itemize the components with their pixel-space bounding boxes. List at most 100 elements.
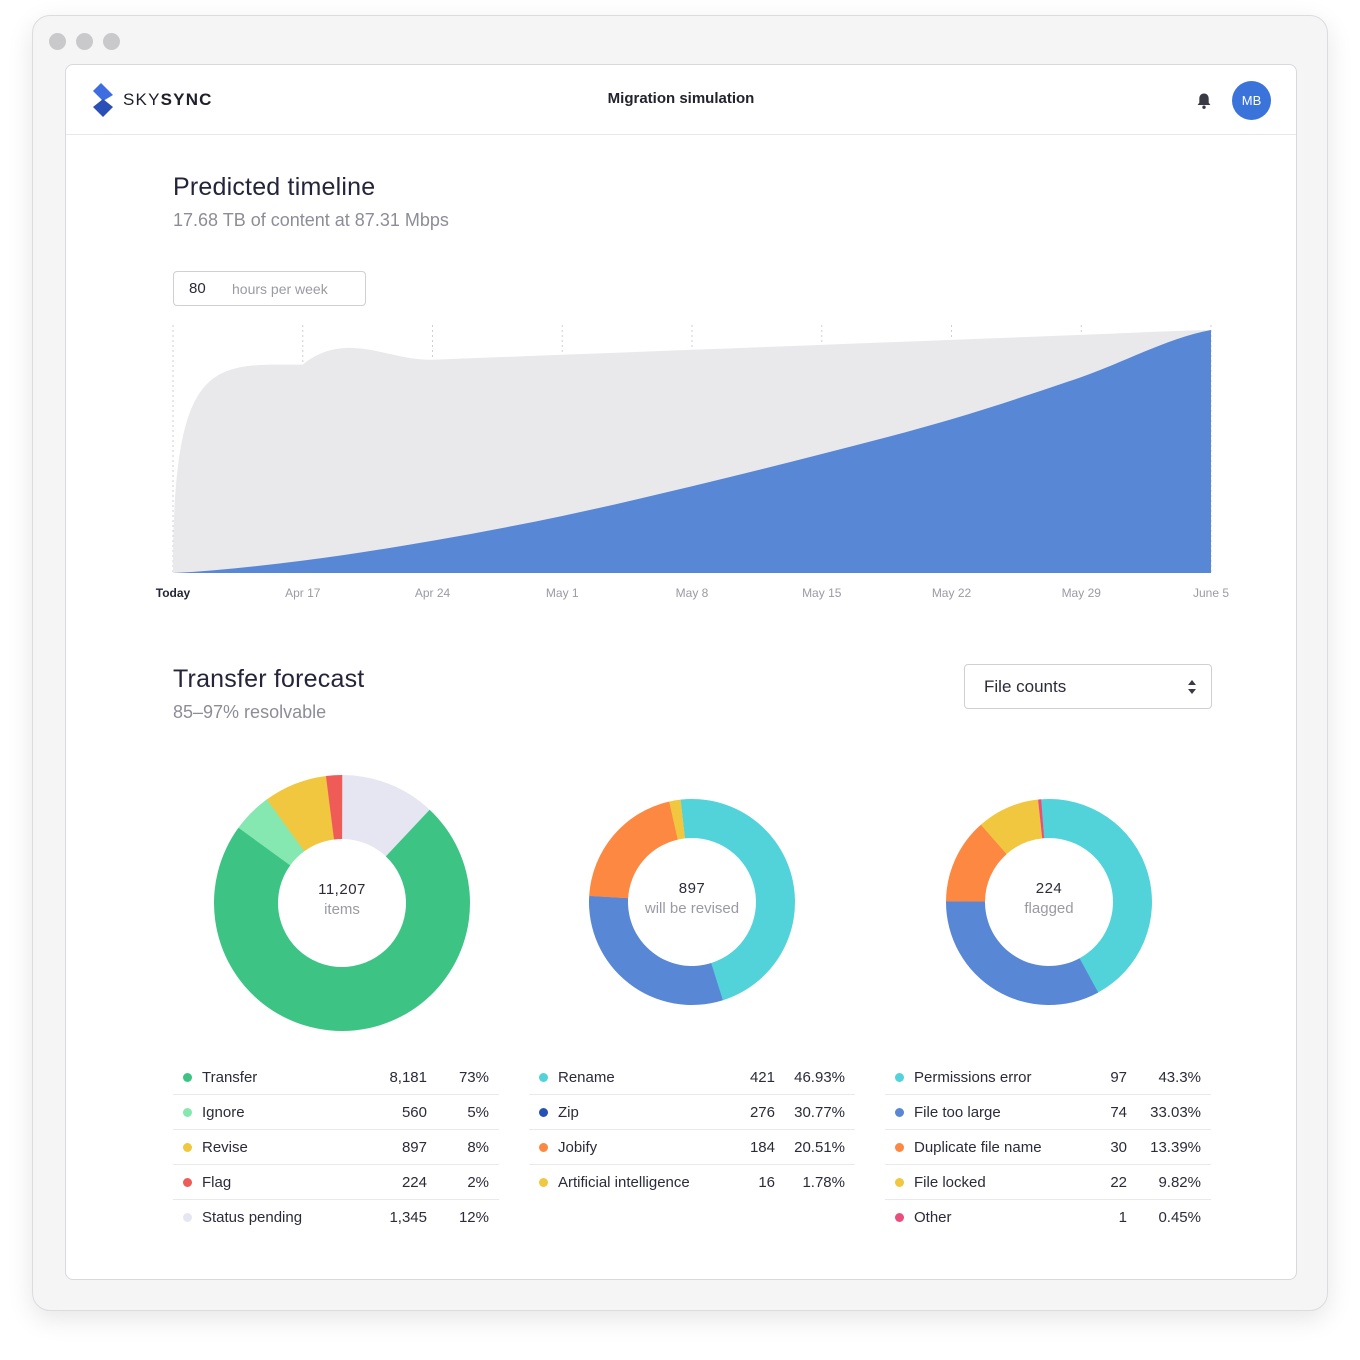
- legend-swatch-icon: [895, 1107, 904, 1117]
- hours-unit-label: hours per week: [232, 280, 328, 297]
- legend-row[interactable]: Flag 224 2%: [173, 1165, 499, 1200]
- legend-swatch-icon: [539, 1107, 548, 1117]
- legend-percent: 46.93%: [794, 1068, 845, 1086]
- legend-percent: 20.51%: [794, 1138, 845, 1156]
- donut-caption: items: [324, 901, 360, 918]
- legend-name: Flag: [202, 1173, 232, 1191]
- legend-name: Other: [914, 1209, 952, 1226]
- legend-percent: 12%: [458, 1209, 489, 1226]
- legend-row[interactable]: Other 1 0.45%: [885, 1200, 1211, 1235]
- legend-percent: 5%: [467, 1103, 489, 1121]
- legend-name: Permissions error: [914, 1068, 1032, 1086]
- legend-row[interactable]: File too large 74 33.03%: [885, 1095, 1211, 1130]
- legend-swatch-icon: [183, 1072, 192, 1082]
- legend-percent: 13.39%: [1150, 1138, 1201, 1156]
- forecast-title: Transfer forecast: [173, 665, 365, 693]
- skysync-logo[interactable]: SKYSYNC: [92, 83, 213, 117]
- legend-count: 97: [1110, 1068, 1127, 1086]
- avatar[interactable]: MB: [1232, 81, 1271, 120]
- legend-row[interactable]: Jobify 184 20.51%: [529, 1130, 855, 1165]
- donut-slice-flag[interactable]: [325, 775, 343, 840]
- hours-per-week-field[interactable]: hours per week: [173, 271, 366, 306]
- timeline-x-tick-label: May 29: [1062, 586, 1102, 600]
- legend-row[interactable]: Ignore 560 5%: [173, 1095, 499, 1130]
- window-maximize-dot[interactable]: [103, 33, 120, 50]
- legend-percent: 30.77%: [794, 1103, 845, 1121]
- legend-count: 74: [1110, 1103, 1127, 1121]
- forecast-subtitle: 85–97% resolvable: [173, 702, 327, 722]
- donut-slice-artificial-intelligence[interactable]: [669, 799, 685, 840]
- bell-icon[interactable]: [1194, 91, 1214, 111]
- timeline-x-tick-label: Apr 24: [415, 586, 451, 600]
- legend-count: 184: [749, 1138, 775, 1156]
- donut-slice-file-locked[interactable]: [980, 799, 1043, 855]
- donut-slice-transfer[interactable]: [213, 809, 470, 1031]
- timeline-x-tick-label: June 5: [1193, 586, 1229, 600]
- timeline-x-tick-label: May 22: [932, 586, 972, 600]
- legend-count: 224: [401, 1173, 427, 1191]
- timeline-progress-area: [173, 329, 1211, 573]
- legend-count: 276: [749, 1103, 775, 1121]
- legend-row[interactable]: Artificial intelligence 16 1.78%: [529, 1165, 855, 1200]
- timeline-x-tick-label: Today: [156, 586, 191, 600]
- legend-name: File locked: [914, 1173, 986, 1191]
- donut-slice-ignore[interactable]: [238, 799, 305, 866]
- legend-row[interactable]: Zip 276 30.77%: [529, 1095, 855, 1130]
- donut-slice-jobify[interactable]: [589, 801, 678, 899]
- timeline-x-tick-label: May 1: [546, 586, 579, 600]
- donut-slice-duplicate-file-name[interactable]: [946, 824, 1007, 902]
- legend-swatch-icon: [183, 1107, 192, 1117]
- donut-slice-other[interactable]: [1038, 799, 1045, 839]
- predicted-timeline-chart: Today Apr 17 Apr 24 May 1 May 8 May 15 May 22 M…: [156, 325, 1229, 600]
- timeline-x-tick-label: May 15: [802, 586, 842, 600]
- donut-chart: [213, 775, 470, 1031]
- metric-select-value: File counts: [984, 676, 1067, 696]
- donut-slice-status-pending[interactable]: [342, 775, 430, 857]
- legend-name: Status pending: [202, 1209, 303, 1226]
- legend-row[interactable]: Status pending 1,345 12%: [173, 1200, 499, 1235]
- window-controls: [49, 33, 120, 50]
- window-minimize-dot[interactable]: [76, 33, 93, 50]
- timeline-x-tick-label: May 8: [676, 586, 709, 600]
- donut-slice-file-too-large[interactable]: [946, 901, 1099, 1005]
- legend-count: 16: [758, 1174, 775, 1191]
- metric-select[interactable]: File counts: [964, 664, 1212, 709]
- skysync-logo-icon: [93, 83, 113, 117]
- legend-percent: 33.03%: [1150, 1103, 1201, 1121]
- legend-row[interactable]: Revise 897 8%: [173, 1130, 499, 1165]
- legend-name: Artificial intelligence: [558, 1174, 690, 1191]
- donut-slice-rename[interactable]: [680, 799, 795, 1001]
- legend-percent: 0.45%: [1158, 1209, 1201, 1226]
- donut-slice-permissions-error[interactable]: [1040, 799, 1152, 993]
- legend-name: Jobify: [558, 1138, 598, 1156]
- legend-percent: 2%: [467, 1173, 489, 1191]
- legend-row[interactable]: File locked 22 9.82%: [885, 1165, 1211, 1200]
- legend-row[interactable]: Permissions error 97 43.3%: [885, 1060, 1211, 1095]
- top-bar: SKYSYNC Migration simulation MB: [66, 65, 1296, 135]
- donut-slice-revise[interactable]: [266, 775, 335, 852]
- logo-wordmark: SKYSYNC: [123, 90, 213, 110]
- hours-input[interactable]: [174, 280, 232, 297]
- legend-percent: 1.78%: [802, 1174, 845, 1191]
- legend-name: Zip: [558, 1103, 579, 1121]
- logo-wordmark-light: SKY: [123, 90, 161, 109]
- legend-swatch-icon: [539, 1142, 548, 1152]
- app-frame: SKYSYNC Migration simulation MB Predicte…: [65, 64, 1297, 1280]
- legend-row[interactable]: Duplicate file name 30 13.39%: [885, 1130, 1211, 1165]
- donut-legend-table: Rename 421 46.93% Zip 276 30.77% Jobify 184 20.5…: [529, 1060, 855, 1200]
- donut-total: 11,207: [318, 881, 366, 898]
- select-arrows-icon: [1188, 680, 1196, 694]
- donut-slice-zip[interactable]: [589, 895, 723, 1005]
- legend-count: 8,181: [389, 1068, 427, 1086]
- donut-caption: flagged: [1024, 900, 1074, 917]
- legend-row[interactable]: Transfer 8,181 73%: [173, 1060, 499, 1095]
- legend-percent: 8%: [467, 1138, 489, 1156]
- window-close-dot[interactable]: [49, 33, 66, 50]
- legend-percent: 43.3%: [1158, 1068, 1201, 1086]
- timeline-title: Predicted timeline: [173, 173, 376, 201]
- legend-row[interactable]: Rename 421 46.93%: [529, 1060, 855, 1095]
- legend-count: 897: [401, 1138, 427, 1156]
- legend-percent: 73%: [458, 1068, 489, 1086]
- donut-center-label: 224 flagged: [969, 880, 1129, 917]
- legend-swatch-icon: [895, 1072, 904, 1082]
